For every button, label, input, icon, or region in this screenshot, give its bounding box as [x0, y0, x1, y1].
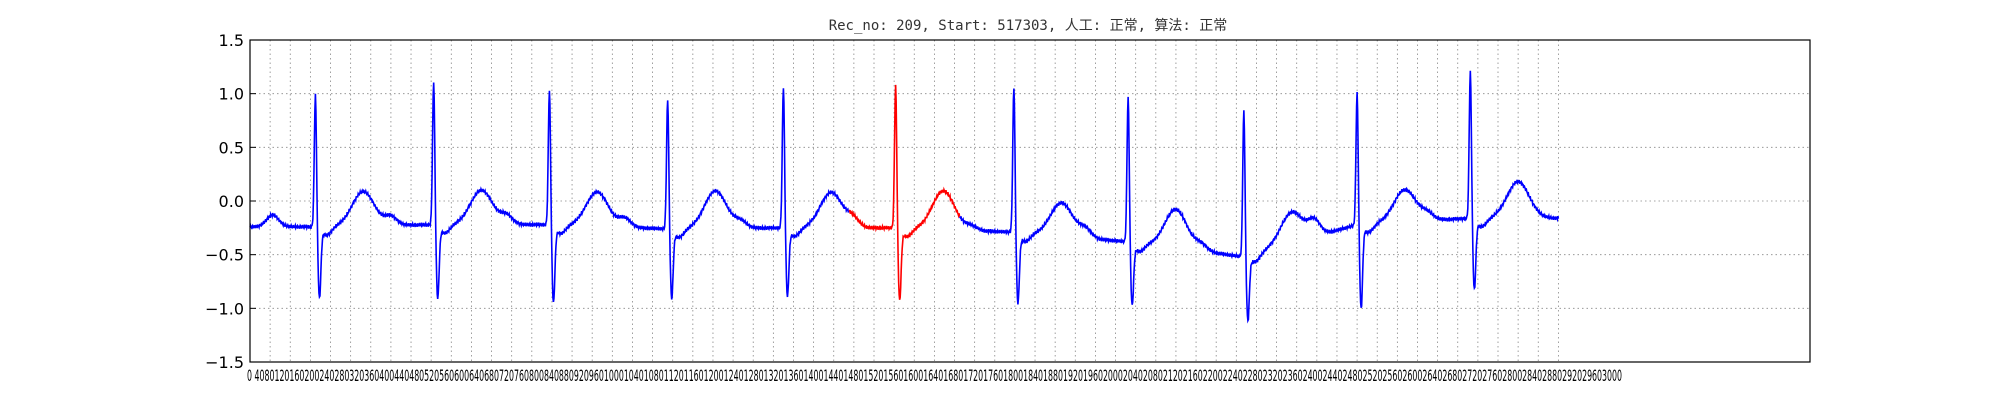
y-tick-label: −1.0: [205, 299, 244, 318]
y-tick-label: 0.0: [219, 192, 244, 211]
ecg-trace-after: [958, 70, 1560, 324]
grid-lines: [249, 39, 1810, 363]
y-tick-label: −1.5: [205, 353, 244, 372]
x-tick-labels: 0 40801201602002402803203604004404805205…: [247, 366, 1622, 385]
y-tick-label: 1.5: [219, 31, 244, 50]
ecg-series: [249, 70, 1560, 324]
ecg-trace-before: [249, 82, 850, 303]
chart-title: Rec_no: 209, Start: 517303, 人工: 正常, 算法: …: [829, 18, 1228, 34]
ecg-trace-highlighted-beat: [848, 84, 961, 300]
y-tick-label: 1.0: [219, 85, 244, 104]
y-axis: 1.5 1.0 0.5 0.0 −0.5 −1.0 −1.5: [205, 31, 256, 372]
y-tick-label: 0.5: [219, 138, 244, 157]
y-tick-label: −0.5: [205, 246, 244, 265]
